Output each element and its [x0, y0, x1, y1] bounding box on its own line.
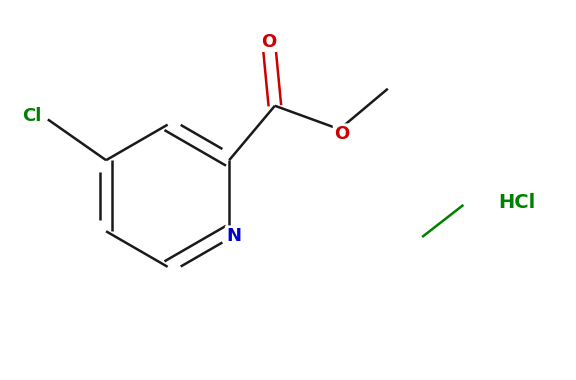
Text: HCl: HCl: [498, 193, 535, 212]
Text: O: O: [334, 125, 350, 143]
Text: N: N: [226, 227, 241, 245]
Text: Cl: Cl: [22, 107, 41, 125]
Text: O: O: [262, 33, 276, 51]
